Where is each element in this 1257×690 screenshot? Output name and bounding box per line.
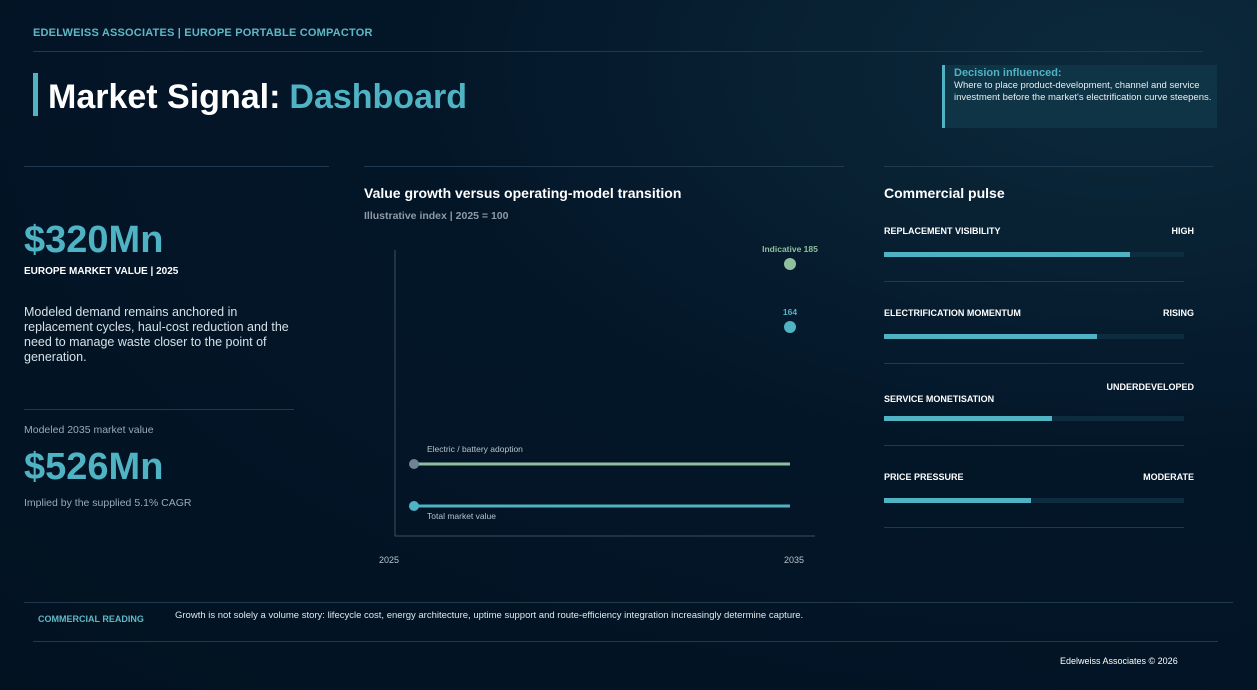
divider xyxy=(884,281,1184,282)
divider xyxy=(24,602,1233,603)
chart-subtitle: Illustrative index | 2025 = 100 xyxy=(364,210,509,222)
pulse-label: SERVICE MONETISATION xyxy=(884,394,995,404)
title-accent-bar xyxy=(33,73,38,116)
reading-label: COMMERCIAL READING xyxy=(38,614,144,624)
divider xyxy=(33,51,1203,52)
divider xyxy=(33,641,1218,642)
series-label: Total market value xyxy=(427,511,496,521)
pulse-status: HIGH xyxy=(1171,226,1195,236)
title-main: Market Signal: xyxy=(48,78,281,116)
market-value: $320Mn xyxy=(24,219,164,261)
series-start xyxy=(409,501,419,511)
series-label: Electric / battery adoption xyxy=(427,444,523,454)
series-start xyxy=(409,459,419,469)
decision-label: Decision influenced: xyxy=(954,67,1062,79)
brand: EDELWEISS ASSOCIATES | EUROPE PORTABLE C… xyxy=(33,27,373,39)
pulse-bar xyxy=(884,416,1052,421)
decision-box: Decision influenced: Where to place prod… xyxy=(942,65,1217,128)
divider xyxy=(24,409,294,410)
end-label: 164 xyxy=(783,307,797,317)
pulse-status: UNDERDEVELOPED xyxy=(1106,382,1194,392)
copyright: Edelweiss Associates © 2026 xyxy=(1060,656,1178,666)
description: Modeled demand remains anchored in repla… xyxy=(24,305,289,364)
divider xyxy=(884,363,1184,364)
reading-text: Growth is not solely a volume story: lif… xyxy=(175,610,804,621)
x-tick-label: 2025 xyxy=(379,555,399,565)
future-label: Modeled 2035 market value xyxy=(24,424,154,436)
chart: 2025 2035 Electric / battery adoption Ind… xyxy=(379,244,818,565)
end-point xyxy=(784,258,796,270)
pulse-label: REPLACEMENT VISIBILITY xyxy=(884,226,1001,236)
chart-title: Value growth versus operating-model tran… xyxy=(364,185,682,201)
end-point xyxy=(784,321,796,333)
pulse-title: Commercial pulse xyxy=(884,185,1005,201)
divider xyxy=(364,166,844,167)
pulse-bar xyxy=(884,498,1031,503)
pulse-status: RISING xyxy=(1162,308,1194,318)
pulse-label: ELECTRIFICATION MOMENTUM xyxy=(884,308,1021,318)
pulse-bar xyxy=(884,252,1130,257)
future-note: Implied by the supplied 5.1% CAGR xyxy=(24,497,192,509)
divider xyxy=(24,166,329,167)
future-value: $526Mn xyxy=(24,446,164,488)
divider xyxy=(884,166,1214,167)
x-tick-label: 2035 xyxy=(784,555,804,565)
divider xyxy=(884,527,1184,528)
pulse-track xyxy=(884,498,1184,503)
divider xyxy=(884,445,1184,446)
pulse-label: PRICE PRESSURE xyxy=(884,472,964,482)
title: Market Signal: Dashboard xyxy=(48,78,467,117)
end-label: Indicative 185 xyxy=(762,244,818,254)
title-accent: Dashboard xyxy=(289,78,467,116)
pulse-status: MODERATE xyxy=(1143,472,1194,482)
decision-text: Where to place product-development, chan… xyxy=(954,80,1212,103)
market-value-label: EUROPE MARKET VALUE | 2025 xyxy=(24,266,179,277)
pulse-bar xyxy=(884,334,1097,339)
